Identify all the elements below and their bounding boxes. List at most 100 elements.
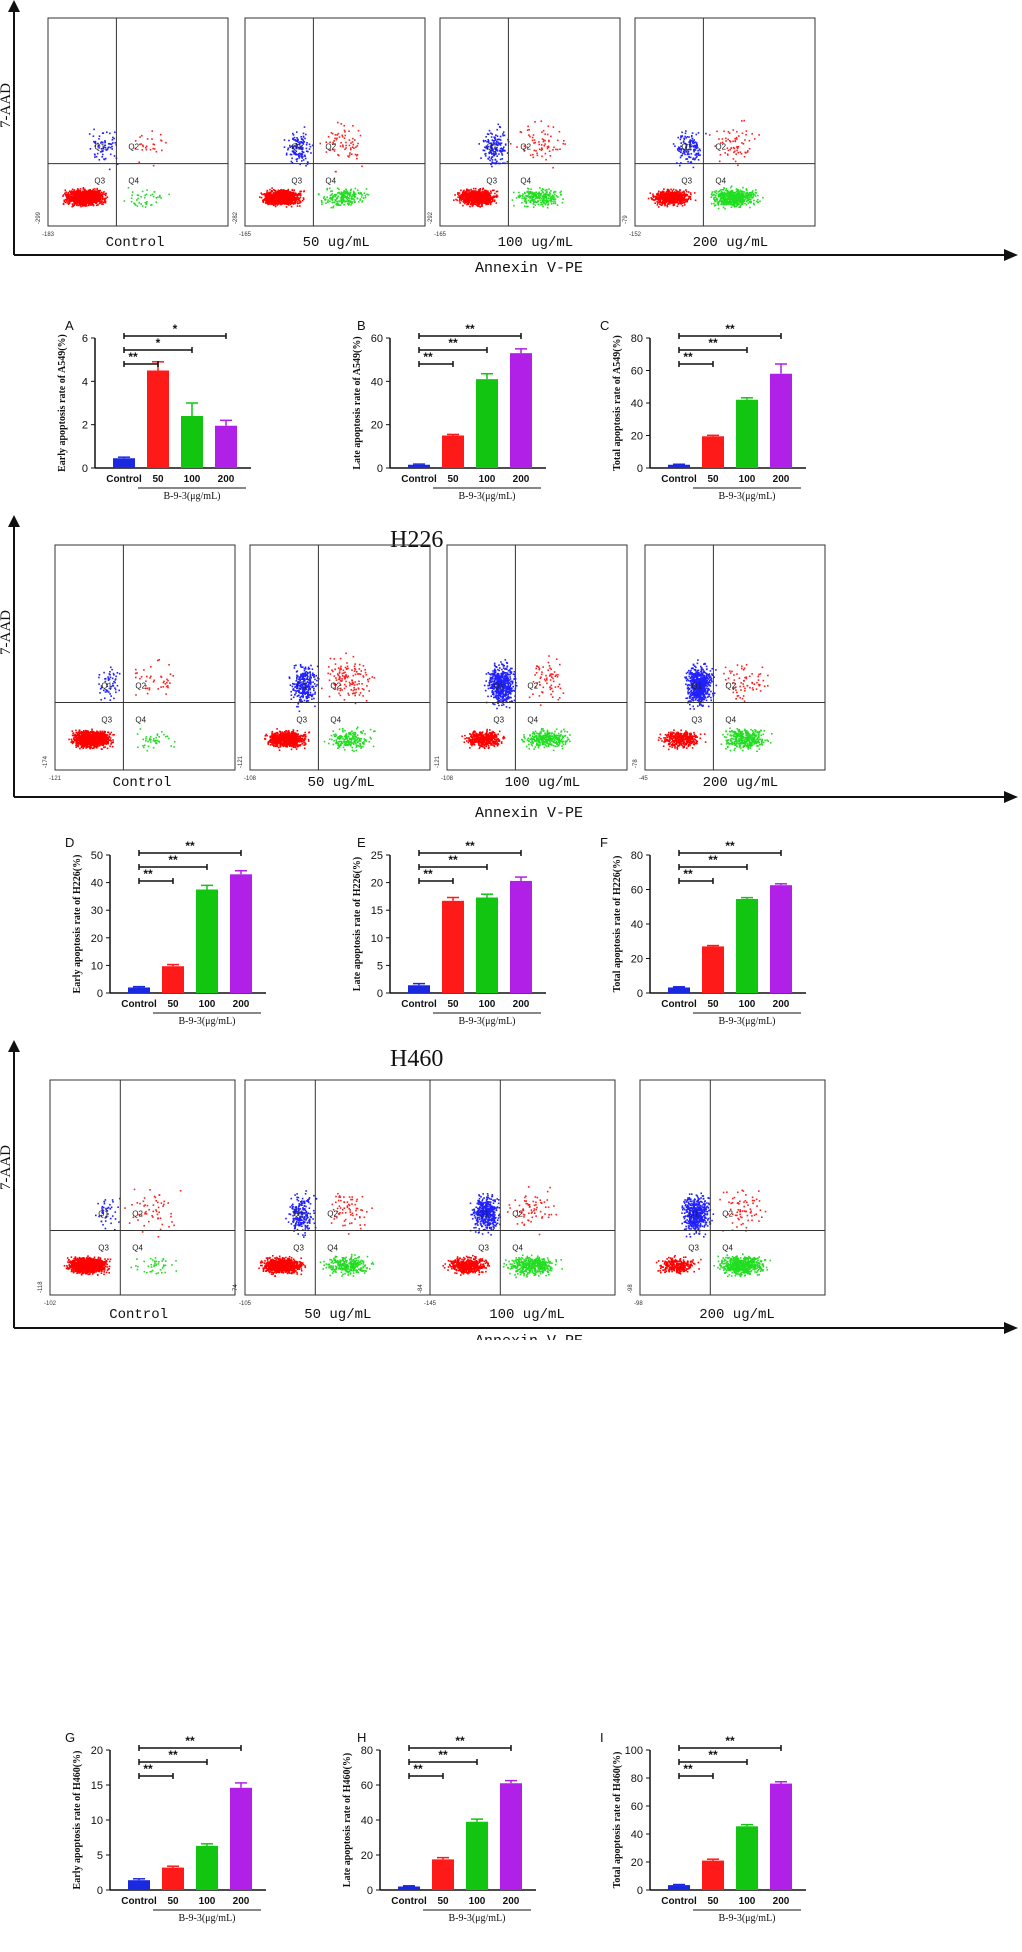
dot-q4	[329, 188, 331, 190]
dot-q3	[650, 192, 652, 194]
dot-q2	[139, 136, 141, 138]
dot-q2	[552, 167, 554, 169]
dot-q3	[93, 189, 95, 191]
dot-q2	[533, 134, 535, 136]
dot-q1	[291, 158, 293, 160]
dot-q3	[661, 194, 663, 196]
dot-q2	[549, 150, 551, 152]
dot-q2	[151, 138, 153, 140]
dot-q4	[354, 192, 356, 194]
dot-q4	[547, 204, 549, 206]
dot-q1	[296, 159, 298, 161]
dot-q3	[677, 205, 679, 207]
dot-q3	[672, 194, 674, 196]
dot-q2	[547, 134, 549, 136]
dot-q4	[528, 200, 530, 202]
dot-q3	[285, 192, 287, 194]
dot-q1	[495, 159, 497, 161]
dot-q2	[153, 143, 155, 145]
dot-q3	[673, 201, 675, 203]
dot-q4	[516, 197, 518, 199]
dot-q1	[677, 148, 679, 150]
dot-q3	[86, 202, 88, 204]
dot-q3	[74, 189, 76, 191]
dot-q4	[168, 194, 170, 196]
dot-q4	[323, 197, 325, 199]
dot-q2	[358, 130, 360, 132]
y-min-label: -299	[36, 211, 42, 224]
dot-q4	[327, 199, 329, 201]
dot-q3	[664, 197, 666, 199]
dot-q2	[156, 151, 158, 153]
dot-q3	[70, 200, 72, 202]
dot-q3	[471, 200, 473, 202]
dot-q3	[290, 192, 292, 194]
dot-q1	[694, 158, 696, 160]
dot-q3	[105, 198, 107, 200]
dot-q1	[297, 139, 299, 141]
dot-q1	[502, 133, 504, 135]
dot-q1	[495, 139, 497, 141]
dot-q3	[684, 197, 686, 199]
dot-q4	[533, 195, 535, 197]
dot-q3	[667, 191, 669, 193]
dot-q3	[481, 193, 483, 195]
dot-q3	[75, 202, 77, 204]
dot-q3	[101, 200, 103, 202]
dot-q4	[546, 189, 548, 191]
dot-q3	[271, 191, 273, 193]
dot-q3	[78, 196, 80, 198]
dot-q3	[83, 202, 85, 204]
dot-q2	[538, 141, 540, 143]
dot-q1	[684, 136, 686, 138]
dot-q1	[500, 136, 502, 138]
dot-q3	[77, 201, 79, 203]
dot-q2	[335, 134, 337, 136]
dot-q2	[355, 147, 357, 149]
dot-q1	[284, 146, 286, 148]
dot-q2	[335, 171, 337, 173]
dot-q3	[267, 190, 269, 192]
dot-q4	[150, 195, 152, 197]
dot-q4	[321, 202, 323, 204]
dot-q1	[495, 134, 497, 136]
dot-q2	[528, 129, 530, 131]
dot-q1	[696, 147, 698, 149]
dot-q3	[83, 193, 85, 195]
dot-q3	[666, 200, 668, 202]
dot-q2	[331, 132, 333, 134]
dot-q1	[302, 143, 304, 145]
dot-q3	[280, 193, 282, 195]
dot-q3	[276, 201, 278, 203]
dot-q3	[103, 198, 105, 200]
dot-q2	[355, 154, 357, 156]
dot-q2	[541, 147, 543, 149]
dot-q2	[153, 165, 155, 167]
dot-q4	[150, 204, 152, 206]
dot-q3	[104, 200, 106, 202]
dot-q4	[340, 205, 342, 207]
dot-q2	[544, 143, 546, 145]
dot-q4	[554, 191, 556, 193]
dot-q4	[337, 187, 339, 189]
dot-q2	[328, 136, 330, 138]
dot-q4	[536, 197, 538, 199]
dot-q3	[680, 194, 682, 196]
dot-q3	[480, 201, 482, 203]
dot-q3	[673, 189, 675, 191]
dot-q3	[67, 202, 69, 204]
dot-q3	[72, 189, 74, 191]
dot-q3	[79, 204, 81, 206]
dot-q4	[534, 201, 536, 203]
dot-q2	[151, 130, 153, 132]
quadrant-label-q3: Q3	[486, 177, 497, 186]
dot-q4	[345, 192, 347, 194]
dot-q3	[656, 197, 658, 199]
dot-q4	[557, 204, 559, 206]
dot-q3	[457, 196, 459, 198]
dot-q4	[554, 194, 556, 196]
dot-q1	[303, 152, 305, 154]
dot-q3	[84, 198, 86, 200]
dot-q4	[347, 199, 349, 201]
